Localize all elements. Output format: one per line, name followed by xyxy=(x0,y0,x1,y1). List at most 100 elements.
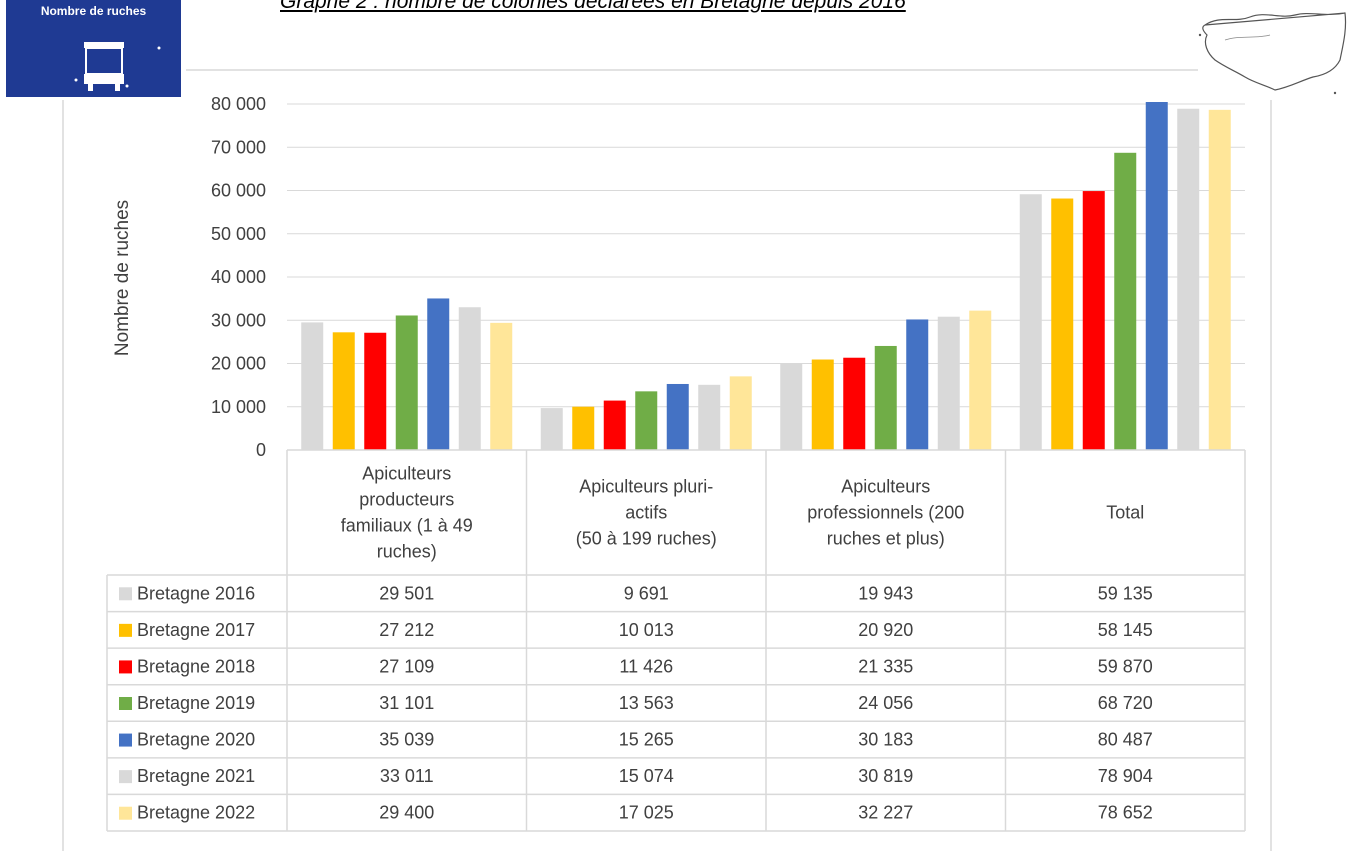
bar xyxy=(811,359,834,450)
data-label: 10 013 xyxy=(619,620,674,640)
bar xyxy=(427,298,450,450)
bar xyxy=(1082,191,1105,450)
brittany-map-icon xyxy=(1198,12,1347,95)
data-label: 15 074 xyxy=(619,766,674,786)
legend-swatch xyxy=(119,697,132,710)
y-tick-label: 10 000 xyxy=(211,397,266,417)
bar xyxy=(1208,109,1231,450)
bar xyxy=(603,400,626,450)
y-tick-label: 20 000 xyxy=(211,354,266,374)
bar xyxy=(937,316,960,450)
bar xyxy=(1145,102,1168,450)
data-label: 31 101 xyxy=(379,693,434,713)
page-title: Graphe 2 : nombre de colonies déclarées … xyxy=(280,0,906,13)
data-label: 35 039 xyxy=(379,730,434,750)
bar xyxy=(1051,198,1074,450)
category-label: Total xyxy=(1106,503,1144,523)
data-label: 9 691 xyxy=(624,583,669,603)
y-tick-label: 70 000 xyxy=(211,137,266,157)
category-label: professionnels (200 xyxy=(807,503,964,523)
series-name: Bretagne 2020 xyxy=(137,730,255,750)
bar xyxy=(1114,152,1137,450)
category-label: Apiculteurs xyxy=(841,477,930,497)
bar xyxy=(572,406,595,450)
data-label: 78 904 xyxy=(1098,766,1153,786)
category-label: actifs xyxy=(625,503,667,523)
y-tick-label: 0 xyxy=(256,440,266,460)
category-label: producteurs xyxy=(359,490,454,510)
series-name: Bretagne 2017 xyxy=(137,620,255,640)
data-label: 15 265 xyxy=(619,730,674,750)
data-label: 24 056 xyxy=(858,693,913,713)
bar xyxy=(635,391,658,450)
legend-swatch xyxy=(119,623,132,637)
series-name: Bretagne 2019 xyxy=(137,693,255,713)
bar xyxy=(540,408,563,450)
data-label: 13 563 xyxy=(619,693,674,713)
y-tick-label: 40 000 xyxy=(211,267,266,287)
bar xyxy=(906,319,929,450)
data-label: 27 212 xyxy=(379,620,434,640)
bar xyxy=(490,322,513,450)
data-label: 68 720 xyxy=(1098,693,1153,713)
legend-swatch xyxy=(119,660,132,674)
data-label: 19 943 xyxy=(858,583,913,603)
beehive-badge: Nombre de ruches xyxy=(6,0,181,97)
category-label: Apiculteurs xyxy=(362,464,451,484)
bar xyxy=(666,383,689,450)
y-tick-label: 80 000 xyxy=(211,94,266,114)
bar xyxy=(395,315,418,450)
series-name: Bretagne 2018 xyxy=(137,656,255,676)
bar xyxy=(729,376,752,450)
series-name: Bretagne 2021 xyxy=(137,766,255,786)
bar xyxy=(1177,108,1200,450)
category-label: Apiculteurs pluri- xyxy=(579,477,713,497)
bar xyxy=(969,310,992,450)
badge-label: Nombre de ruches xyxy=(40,4,147,18)
data-label: 59 135 xyxy=(1098,583,1153,603)
category-label: ruches et plus) xyxy=(827,529,945,549)
bar xyxy=(874,345,897,450)
y-tick-label: 30 000 xyxy=(211,310,266,330)
bar xyxy=(843,357,866,450)
data-label: 27 109 xyxy=(379,656,434,676)
data-table: Apiculteurs producteurs familiaux (1 à 49 r… xyxy=(106,449,1246,832)
y-tick-labels: 0 10 000 20 000 30 000 40 000 50 000 60 000 70 … xyxy=(211,94,266,460)
bar xyxy=(458,307,481,450)
bar xyxy=(1019,194,1042,450)
data-label: 29 400 xyxy=(379,803,434,823)
data-label: 78 652 xyxy=(1098,803,1153,823)
series-name: Bretagne 2016 xyxy=(137,583,255,603)
data-label: 59 870 xyxy=(1098,656,1153,676)
data-label: 29 501 xyxy=(379,583,434,603)
data-label: 21 335 xyxy=(858,656,913,676)
data-label: 32 227 xyxy=(858,803,913,823)
legend-swatch xyxy=(119,733,132,747)
bar xyxy=(364,332,387,450)
category-label: (50 à 199 ruches) xyxy=(576,529,717,549)
data-label: 30 183 xyxy=(858,730,913,750)
data-label: 80 487 xyxy=(1098,730,1153,750)
y-tick-label: 60 000 xyxy=(211,181,266,201)
data-label: 17 025 xyxy=(619,803,674,823)
category-label: ruches) xyxy=(377,542,437,562)
data-label: 30 819 xyxy=(858,766,913,786)
y-axis-label: Nombre de ruches xyxy=(112,200,133,356)
bars xyxy=(301,102,1231,450)
bar xyxy=(332,332,355,450)
y-tick-label: 50 000 xyxy=(211,224,266,244)
data-label: 20 920 xyxy=(858,620,913,640)
legend-swatch xyxy=(119,770,132,784)
data-label: 33 011 xyxy=(380,766,434,786)
series-name: Bretagne 2022 xyxy=(137,803,255,823)
bar xyxy=(301,322,324,450)
data-label: 11 426 xyxy=(619,656,673,676)
beehive-icon xyxy=(74,42,161,91)
bar xyxy=(698,384,721,450)
bar xyxy=(780,363,803,450)
category-label: familiaux (1 à 49 xyxy=(341,516,473,536)
data-label: 58 145 xyxy=(1098,620,1153,640)
legend-swatch xyxy=(119,806,132,820)
legend-swatch xyxy=(119,587,132,601)
